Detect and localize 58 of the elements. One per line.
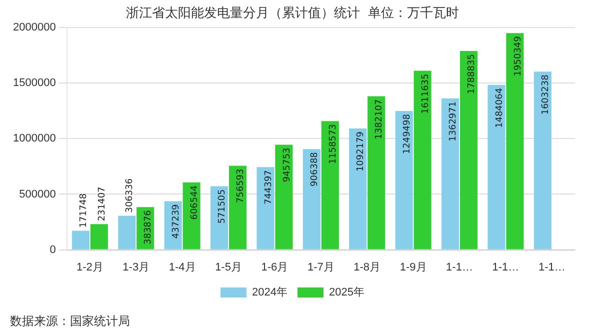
x-tick-label: 1-6月 <box>261 261 288 274</box>
chart-title: 浙江省太阳能发电量分月（累计值）统计 单位：万千瓦时 <box>126 6 460 22</box>
bar <box>90 224 108 250</box>
data-label: 437239 <box>171 204 182 239</box>
data-label: 1382107 <box>374 99 385 140</box>
data-label: 571505 <box>218 189 228 224</box>
bar <box>275 144 293 250</box>
y-tick-label: 2000000 <box>12 22 56 34</box>
data-label: 1362971 <box>448 101 459 142</box>
bar <box>441 98 460 250</box>
x-tick-label: 1-4月 <box>168 261 196 274</box>
bar <box>256 167 274 250</box>
legend-label: 2024年 <box>252 286 288 299</box>
x-tick-label: 1-7月 <box>307 261 334 274</box>
data-label: 1158573 <box>328 124 338 164</box>
legend-label: 2025年 <box>329 286 364 299</box>
bar <box>460 51 478 250</box>
data-label: 231407 <box>98 186 108 222</box>
bar <box>321 121 339 250</box>
x-tick-label: 1-8月 <box>354 261 381 274</box>
bar <box>72 230 90 250</box>
data-label: 606544 <box>190 185 200 220</box>
x-tick-label: 1-2月 <box>76 261 104 274</box>
data-label: 756593 <box>236 168 246 204</box>
source-note: 数据来源：国家统计局 <box>10 314 130 328</box>
x-tick-label: 1-3月 <box>122 261 150 274</box>
x-tick-label: 1-5月 <box>215 261 242 274</box>
x-tick-label: 1-1… <box>538 261 566 274</box>
data-label: 744397 <box>264 170 274 204</box>
bar <box>414 70 432 250</box>
bar <box>395 110 413 250</box>
data-label: 1603238 <box>541 74 552 115</box>
bar <box>349 128 367 250</box>
y-tick-label: 1500000 <box>12 77 56 90</box>
data-label: 1611635 <box>420 74 431 114</box>
x-tick-label: 1-9月 <box>400 261 427 274</box>
bar <box>488 84 506 250</box>
bar <box>368 96 386 250</box>
data-label: 1092179 <box>356 131 366 172</box>
bar <box>534 72 552 250</box>
y-tick-label: 500000 <box>19 188 56 200</box>
bar <box>302 149 320 250</box>
data-label: 1484064 <box>494 88 505 128</box>
data-label: 306336 <box>125 178 136 213</box>
bar <box>506 33 524 250</box>
x-tick-label: 1-1… <box>492 261 520 274</box>
data-label: 906388 <box>310 152 320 186</box>
bar <box>118 216 136 250</box>
data-label: 383876 <box>144 210 154 245</box>
data-label: 1950349 <box>513 36 524 76</box>
data-label: 1788835 <box>467 54 478 94</box>
y-tick-label: 1000000 <box>12 132 56 145</box>
bar <box>228 166 247 250</box>
data-label: 945753 <box>282 148 292 182</box>
data-label: 171748 <box>79 193 90 228</box>
x-tick-label: 1-1… <box>446 261 473 274</box>
y-tick-label: 0 <box>50 244 56 256</box>
data-label: 1249498 <box>402 114 412 154</box>
